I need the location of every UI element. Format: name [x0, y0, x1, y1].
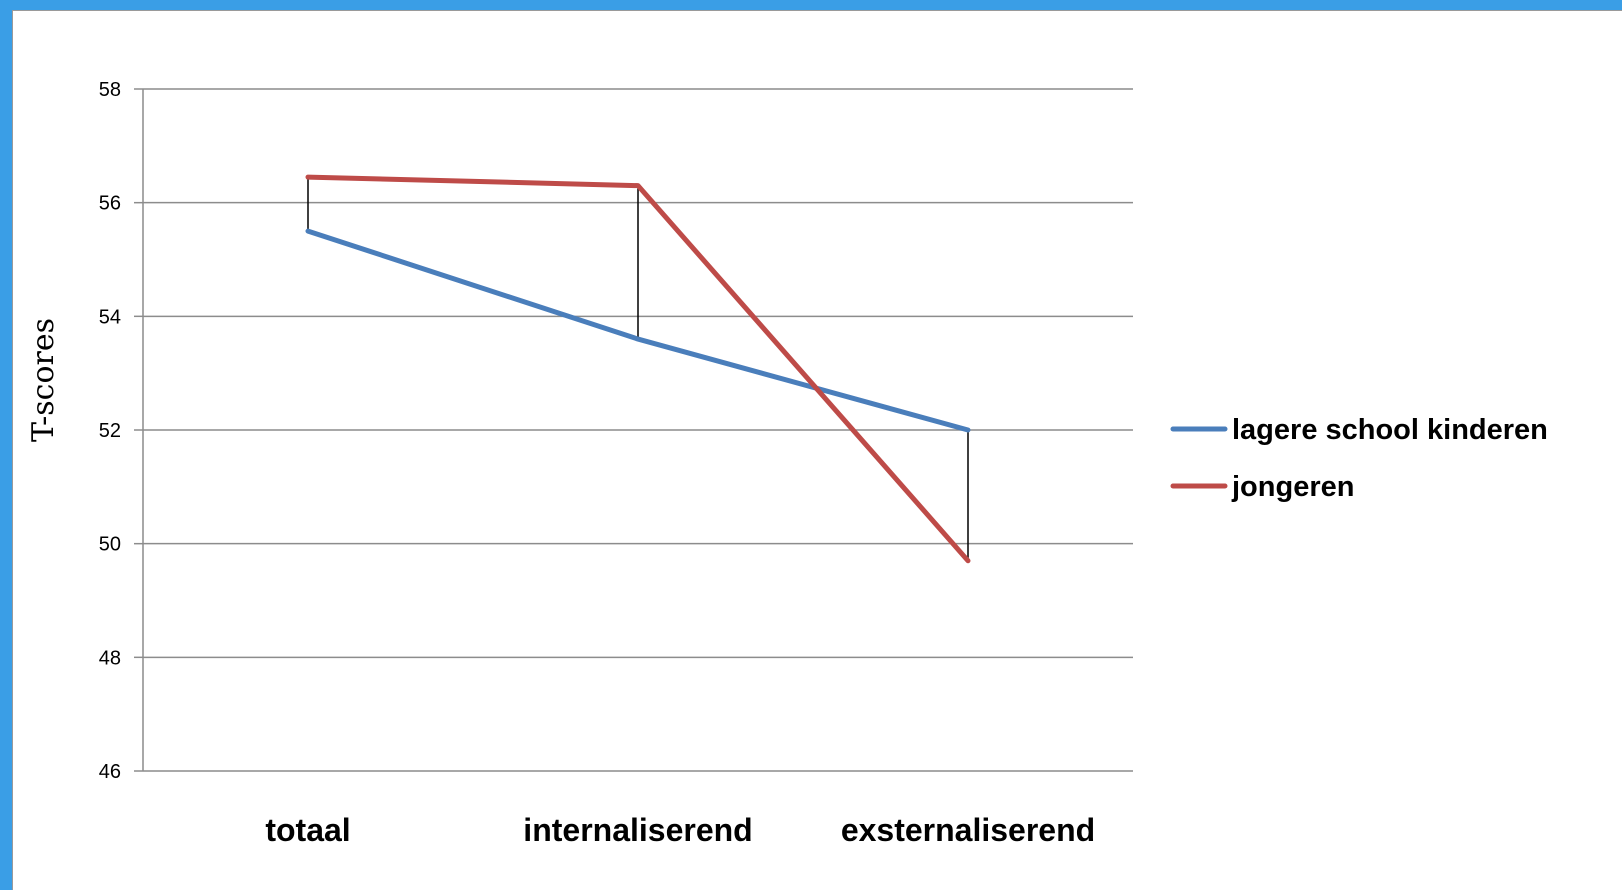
x-category-labels: totaal internaliserend exsternaliserend	[265, 812, 1095, 848]
y-tick-label: 50	[99, 534, 121, 556]
difference-lines	[308, 177, 968, 561]
legend-label: jongeren	[1231, 471, 1354, 503]
y-tick-label: 48	[99, 647, 121, 669]
y-tick-label: 56	[99, 193, 121, 215]
legend-label: lagere school kinderen	[1232, 414, 1548, 446]
x-category-label: totaal	[265, 812, 350, 848]
legend: lagere school kinderen jongeren	[1173, 414, 1548, 503]
y-tick-label: 58	[99, 79, 121, 101]
x-category-label: internaliserend	[523, 812, 752, 848]
chart-panel: 46 48 50 52 54 56 58 totaal internaliserend exst…	[12, 10, 1622, 890]
x-category-label: exsternaliserend	[841, 812, 1095, 848]
y-tick-label: 46	[99, 761, 121, 783]
line-chart: 46 48 50 52 54 56 58 totaal internaliserend exst…	[13, 11, 1622, 881]
y-tick-labels: 46 48 50 52 54 56 58	[99, 79, 121, 783]
y-tick-label: 52	[99, 420, 121, 442]
axes	[134, 89, 143, 771]
y-axis-title: T-scores	[26, 318, 61, 442]
y-tick-label: 54	[99, 306, 121, 328]
